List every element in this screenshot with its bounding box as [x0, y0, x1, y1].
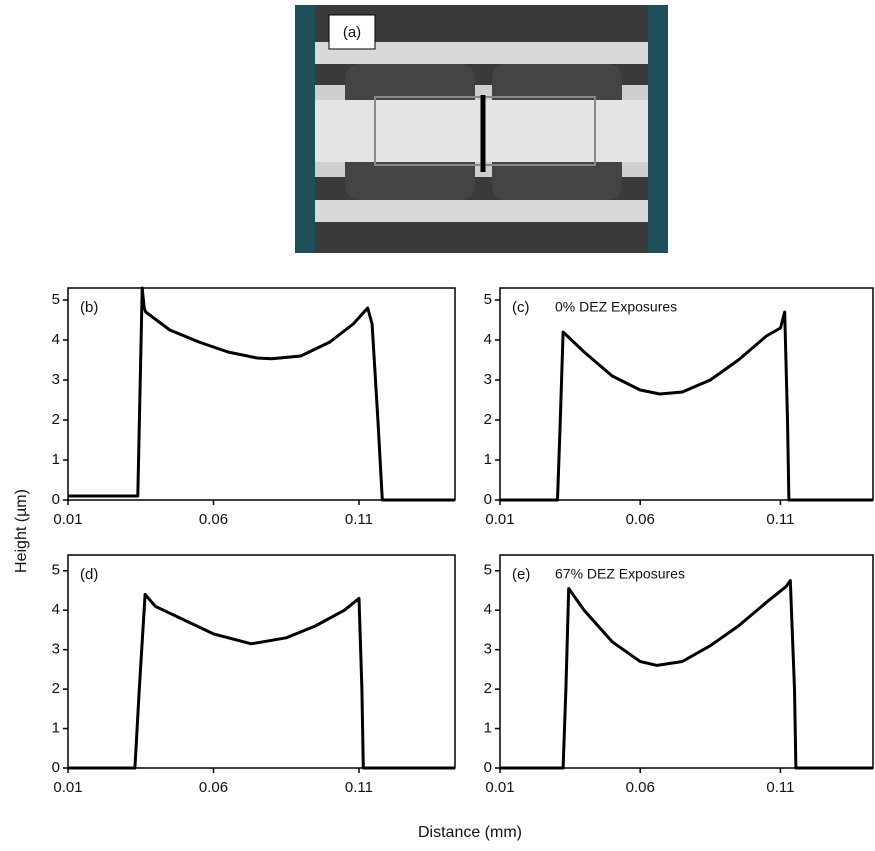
- x-tick-label: 0.01: [53, 779, 82, 796]
- chart-panel: 0 1 2 3 4 5 0.01 0.06 0.11 (c) 0% DEZ Exposures: [484, 287, 874, 528]
- y-tick-label: 5: [484, 291, 492, 308]
- panel-label: (a): [343, 24, 361, 41]
- panel-label: (c): [512, 299, 530, 316]
- y-tick-label: 4: [52, 331, 60, 348]
- x-tick-label: 0.11: [345, 511, 373, 528]
- data-line: [68, 286, 455, 502]
- y-tick-label: 5: [52, 562, 60, 579]
- y-tick-label: 1: [52, 451, 60, 468]
- plot-frame: [499, 287, 874, 501]
- data-line: [500, 310, 873, 502]
- y-tick-label: 0: [484, 491, 492, 508]
- y-tick-label: 2: [484, 411, 492, 428]
- data-line: [68, 592, 455, 770]
- plot-frame: [67, 287, 456, 501]
- plot-frame: [499, 554, 874, 769]
- x-tick-label: 0.01: [485, 511, 514, 528]
- x-tick-label: 0.06: [626, 511, 655, 528]
- y-axis-label: Height (µm): [13, 489, 30, 573]
- panel-label: (d): [80, 566, 98, 583]
- y-tick-label: 4: [484, 601, 492, 618]
- panel-label: (b): [80, 299, 98, 316]
- y-tick-label: 2: [484, 680, 492, 697]
- annotation: 67% DEZ Exposures: [555, 566, 685, 582]
- x-tick-label: 0.06: [199, 511, 228, 528]
- plot-frame: [67, 554, 456, 769]
- y-tick-label: 0: [484, 759, 492, 776]
- x-tick-label: 0.11: [766, 779, 794, 796]
- y-tick-label: 0: [52, 491, 60, 508]
- chart-panel: 0 1 2 3 4 5 0.01 0.06 0.11 (d): [52, 554, 456, 796]
- y-tick-label: 5: [484, 562, 492, 579]
- y-tick-label: 2: [52, 680, 60, 697]
- y-tick-label: 3: [52, 371, 60, 388]
- y-tick-label: 4: [52, 601, 60, 618]
- x-tick-label: 0.11: [766, 511, 794, 528]
- annotation: 0% DEZ Exposures: [555, 299, 677, 315]
- chart-panel: 0 1 2 3 4 5 0.01 0.06 0.11 (e) 67% DEZ Exposures: [484, 554, 874, 796]
- panel-label: (e): [512, 566, 530, 583]
- x-tick-label: 0.11: [345, 779, 373, 796]
- y-tick-label: 1: [484, 451, 492, 468]
- micrograph: (a): [295, 5, 668, 253]
- y-tick-label: 4: [484, 331, 492, 348]
- y-tick-label: 0: [52, 759, 60, 776]
- y-tick-label: 2: [52, 411, 60, 428]
- chart-panel: 0 1 2 3 4 5 0.01 0.06 0.11 (b): [52, 286, 456, 528]
- y-tick-label: 3: [484, 641, 492, 658]
- y-tick-label: 5: [52, 291, 60, 308]
- x-tick-label: 0.01: [53, 511, 82, 528]
- x-tick-label: 0.06: [626, 779, 655, 796]
- x-tick-label: 0.01: [485, 779, 514, 796]
- y-tick-label: 3: [52, 641, 60, 658]
- y-tick-label: 3: [484, 371, 492, 388]
- y-tick-label: 1: [52, 720, 60, 737]
- y-tick-label: 1: [484, 720, 492, 737]
- data-line: [500, 579, 873, 770]
- x-axis-label: Distance (mm): [418, 824, 522, 841]
- x-tick-label: 0.06: [199, 779, 228, 796]
